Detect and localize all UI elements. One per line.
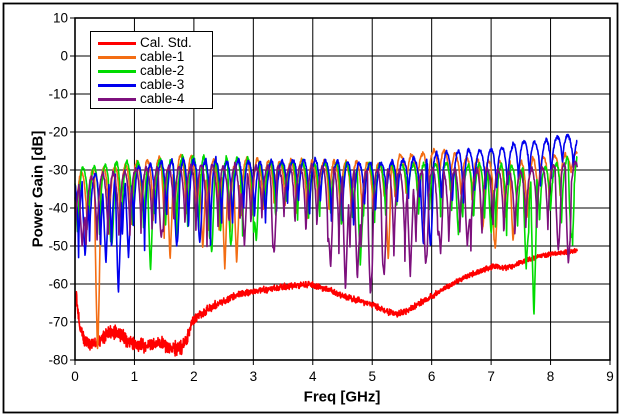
y-tick-label: -50	[48, 239, 68, 254]
x-tick-label: 9	[606, 369, 614, 384]
image-border	[2, 2, 619, 414]
y-tick-label: 10	[53, 11, 68, 26]
x-tick-label: 4	[309, 369, 317, 384]
legend-swatch	[98, 97, 136, 101]
legend-label: cable-4	[140, 91, 185, 106]
legend-swatch	[98, 55, 136, 59]
series-cal-std-	[74, 247, 578, 357]
legend-entry: Cal. Std.	[98, 36, 212, 50]
legend: Cal. Std. cable-1 cable-2 cable-3 cable-4	[90, 31, 213, 109]
legend-swatch	[98, 83, 136, 87]
x-tick-label: 3	[250, 369, 258, 384]
x-tick-label: 8	[547, 369, 555, 384]
x-tick-label: 5	[368, 369, 376, 384]
y-axis-title: Power Gain [dB]	[29, 130, 47, 248]
y-tick-label: 0	[60, 49, 68, 64]
y-tick-label: -60	[48, 277, 68, 292]
legend-label: cable-1	[140, 49, 185, 64]
legend-entry: cable-2	[98, 64, 212, 78]
y-tick-label: -40	[48, 201, 68, 216]
legend-entry: cable-1	[98, 50, 212, 64]
legend-entry: cable-4	[98, 92, 212, 106]
x-tick-label: 7	[487, 369, 495, 384]
x-tick-label: 6	[428, 369, 436, 384]
y-tick-label: -20	[48, 125, 68, 140]
legend-swatch	[98, 41, 136, 45]
x-tick-label: 0	[71, 369, 79, 384]
legend-label: cable-2	[140, 63, 185, 78]
plot-border	[74, 17, 611, 361]
legend-swatch	[98, 69, 136, 73]
y-tick-label: -70	[48, 315, 68, 330]
legend-label: Cal. Std.	[140, 35, 192, 50]
x-tick-label: 2	[190, 369, 198, 384]
y-tick-label: -30	[48, 163, 68, 178]
legend-entry: cable-3	[98, 78, 212, 92]
legend-label: cable-3	[140, 77, 185, 92]
x-axis-title: Freq [GHz]	[303, 388, 381, 406]
series-cable-4	[74, 160, 578, 294]
x-tick-label: 1	[131, 369, 139, 384]
y-tick-label: -10	[48, 87, 68, 102]
y-tick-label: -80	[48, 353, 68, 368]
